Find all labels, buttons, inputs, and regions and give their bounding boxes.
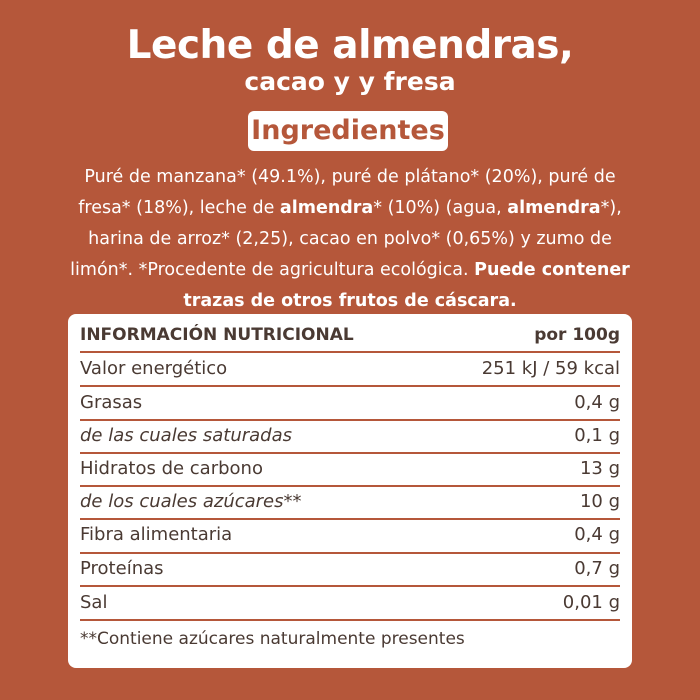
divider bbox=[80, 351, 620, 353]
divider bbox=[80, 419, 620, 421]
row-label: de las cuales saturadas bbox=[80, 425, 293, 446]
nutrition-row-fat: Grasas 0,4 g bbox=[80, 386, 620, 419]
row-value: 0,1 g bbox=[574, 425, 620, 446]
allergen-almendra: almendra bbox=[279, 198, 374, 218]
row-label: Valor energético bbox=[80, 358, 228, 379]
nutrition-row-fiber: Fibra alimentaria 0,4 g bbox=[80, 518, 620, 551]
row-label: de los cuales azúcares** bbox=[80, 491, 302, 512]
row-label: Sal bbox=[80, 592, 108, 613]
row-value: 13 g bbox=[579, 458, 620, 479]
nutrition-header-label: INFORMACIÓN NUTRICIONAL bbox=[80, 324, 354, 345]
row-label: Fibra alimentaria bbox=[80, 524, 233, 545]
nutrition-row-energy: Valor energético 251 kJ / 59 kcal bbox=[80, 352, 620, 385]
nutrition-row-salt: Sal 0,01 g bbox=[80, 586, 620, 619]
row-label: Grasas bbox=[80, 392, 143, 413]
divider bbox=[80, 552, 620, 554]
divider bbox=[80, 485, 620, 487]
row-value: 10 g bbox=[579, 491, 620, 512]
allergen-warning: Puede contener trazas de otros frutos de… bbox=[183, 260, 630, 311]
ingredients-part: *), harina de arroz* (2,25), cacao en po… bbox=[70, 198, 622, 280]
row-label: Hidratos de carbono bbox=[80, 458, 263, 479]
nutrition-row-carbs: Hidratos de carbono 13 g bbox=[80, 452, 620, 485]
ingredients-heading: Ingredientes bbox=[248, 111, 448, 151]
ingredients-part: * (10%) (agua, bbox=[373, 198, 508, 218]
ingredients-text: Puré de manzana* (49.1%), puré de plátan… bbox=[60, 162, 640, 317]
row-value: 0,4 g bbox=[574, 524, 620, 545]
sugar-footnote: **Contiene azúcares naturalmente present… bbox=[80, 629, 465, 649]
divider bbox=[80, 619, 620, 621]
nutrition-row-saturated: de las cuales saturadas 0,1 g bbox=[80, 419, 620, 452]
nutrition-header: INFORMACIÓN NUTRICIONAL por 100g bbox=[80, 318, 620, 351]
nutrition-header-value: por 100g bbox=[534, 324, 620, 345]
divider bbox=[80, 585, 620, 587]
product-title: Leche de almendras, bbox=[126, 23, 574, 68]
divider bbox=[80, 385, 620, 387]
row-label: Proteínas bbox=[80, 558, 164, 579]
row-value: 0,01 g bbox=[562, 592, 620, 613]
row-value: 0,4 g bbox=[574, 392, 620, 413]
nutrition-row-sugars: de los cuales azúcares** 10 g bbox=[80, 485, 620, 518]
allergen-almendra: almendra bbox=[507, 198, 601, 218]
nutrition-row-protein: Proteínas 0,7 g bbox=[80, 552, 620, 585]
ingredients-part: Puré de manzana* (49.1%), puré de plátan… bbox=[78, 167, 616, 218]
row-value: 0,7 g bbox=[574, 558, 620, 579]
divider bbox=[80, 452, 620, 454]
row-value: 251 kJ / 59 kcal bbox=[481, 358, 620, 379]
divider bbox=[80, 518, 620, 520]
nutrition-table: INFORMACIÓN NUTRICIONAL por 100g Valor e… bbox=[68, 314, 632, 668]
product-subtitle: cacao y y fresa bbox=[244, 67, 456, 96]
